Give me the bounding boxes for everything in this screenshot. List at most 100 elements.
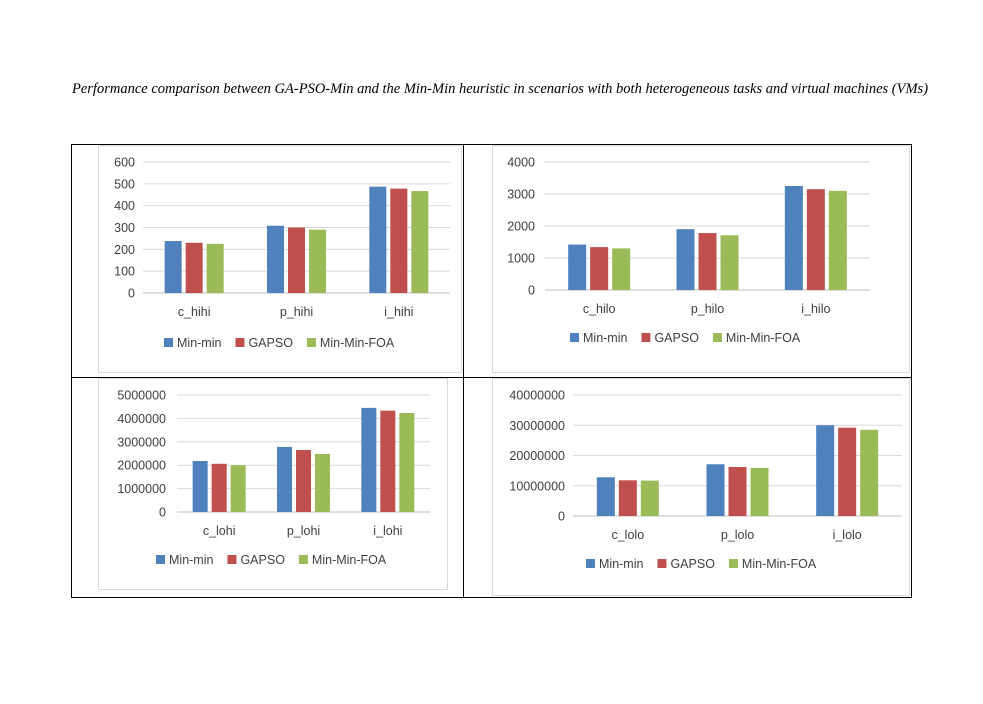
y-tick-label: 20000000	[509, 449, 565, 463]
bar	[728, 466, 747, 516]
y-tick-label: 200	[114, 243, 135, 257]
legend-label: GAPSO	[240, 553, 285, 567]
bar	[750, 467, 769, 516]
bar	[676, 229, 695, 290]
legend-swatch	[306, 338, 316, 347]
x-category-label: i_lohi	[373, 524, 402, 538]
legend-swatch	[657, 559, 667, 568]
x-category-label: c_lolo	[611, 528, 644, 542]
bar	[640, 480, 659, 516]
y-tick-label: 400	[114, 199, 135, 213]
legend-label: Min-min	[583, 331, 627, 345]
bar	[612, 248, 631, 290]
legend-swatch	[728, 559, 738, 568]
x-category-label: i_lolo	[833, 528, 862, 542]
bar	[618, 480, 637, 516]
bar	[399, 413, 415, 512]
bar	[706, 464, 725, 516]
bar	[211, 463, 227, 512]
bar	[309, 229, 326, 293]
x-category-label: c_lohi	[203, 524, 236, 538]
y-tick-label: 4000	[507, 156, 535, 170]
bar	[296, 449, 311, 512]
y-tick-label: 4000000	[117, 412, 166, 426]
chart-lolo: 0 10000000 20000000 30000000 40000000 c_lolo p…	[492, 378, 910, 596]
legend-swatch	[235, 338, 245, 347]
legend-label: Min-Min-FOA	[742, 557, 817, 571]
legend-swatch	[156, 555, 165, 564]
legend-swatch	[227, 555, 237, 564]
legend-label: Min-Min-FOA	[320, 336, 395, 350]
legend-label: Min-min	[177, 336, 221, 350]
y-tick-label: 500	[114, 177, 135, 191]
chart-hihi: 0 100 200 300 400 500 600 c_hihi p_hihi i_hihi Min…	[98, 145, 462, 373]
bar	[267, 225, 284, 293]
bar	[164, 241, 182, 293]
legend-swatch	[164, 338, 173, 347]
y-tick-label: 600	[114, 156, 135, 170]
y-tick-label: 3000000	[117, 435, 166, 449]
bar	[380, 410, 396, 512]
y-tick-label: 0	[558, 510, 565, 524]
bar	[860, 429, 879, 516]
legend-label: Min-min	[599, 557, 643, 571]
bar	[590, 247, 609, 290]
legend-swatch	[570, 333, 579, 342]
bar	[411, 191, 429, 293]
y-tick-label: 0	[128, 287, 135, 301]
bar	[698, 233, 717, 290]
bar	[230, 465, 246, 512]
chart-hilo: 0 1000 2000 3000 4000 c_hilo p_hilo i_hilo Min-m…	[492, 145, 910, 373]
bar	[288, 227, 305, 293]
y-tick-label: 30000000	[509, 419, 565, 433]
bar	[185, 242, 203, 293]
bar	[838, 427, 857, 516]
y-tick-label: 0	[159, 506, 166, 520]
bar	[568, 244, 587, 290]
x-category-label: p_hilo	[691, 302, 724, 316]
x-category-label: i_hihi	[384, 305, 413, 319]
x-category-label: c_hilo	[583, 302, 616, 316]
x-category-label: p_lohi	[287, 524, 320, 538]
legend-label: Min-min	[169, 553, 213, 567]
bar	[369, 186, 387, 293]
bar	[390, 188, 408, 293]
y-tick-label: 100	[114, 265, 135, 279]
y-tick-label: 2000000	[117, 459, 166, 473]
chart-grid-frame	[71, 144, 912, 598]
legend-label: Min-Min-FOA	[312, 553, 387, 567]
x-category-label: i_hilo	[801, 302, 830, 316]
bar	[806, 189, 825, 290]
legend-swatch	[586, 559, 595, 568]
x-category-label: p_hihi	[280, 305, 313, 319]
legend-swatch	[641, 333, 651, 342]
grid-divider-vertical	[463, 144, 464, 598]
chart-lohi: 0 1000000 2000000 3000000 4000000 5000000 c_lo…	[98, 378, 448, 590]
figure-caption: Performance comparison between GA-PSO-Mi…	[72, 81, 929, 97]
legend-label: Min-Min-FOA	[726, 331, 801, 345]
grid-divider-horizontal	[71, 377, 912, 378]
y-tick-label: 10000000	[509, 479, 565, 493]
y-tick-label: 2000	[507, 220, 535, 234]
y-tick-label: 40000000	[509, 389, 565, 403]
y-tick-label: 5000000	[117, 389, 166, 403]
bar	[315, 453, 330, 512]
bar	[784, 186, 803, 290]
legend-label: GAPSO	[654, 331, 699, 345]
bar	[361, 407, 377, 512]
y-tick-label: 1000	[507, 252, 535, 266]
bar	[277, 446, 292, 512]
y-tick-label: 1000000	[117, 482, 166, 496]
legend-label: GAPSO	[670, 557, 715, 571]
legend-swatch	[298, 555, 308, 564]
bar	[828, 190, 847, 290]
bar	[596, 477, 615, 516]
bar	[206, 243, 224, 293]
x-category-label: p_lolo	[721, 528, 754, 542]
y-tick-label: 3000	[507, 188, 535, 202]
x-category-label: c_hihi	[178, 305, 211, 319]
bar	[816, 425, 835, 516]
legend-label: GAPSO	[248, 336, 293, 350]
y-tick-label: 0	[528, 284, 535, 298]
legend-swatch	[712, 333, 722, 342]
